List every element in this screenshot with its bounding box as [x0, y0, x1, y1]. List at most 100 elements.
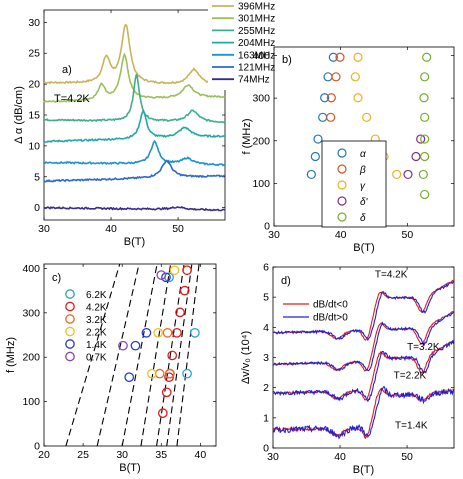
panel-b-point-α	[323, 72, 333, 82]
panel-b-legend-label: δ	[360, 213, 366, 224]
panel-b-legend-label: δ'	[360, 197, 369, 208]
panel-b-point-δ	[420, 72, 430, 82]
panel-a-series-121MHz	[43, 160, 226, 183]
panel-c-xlabel: B(T)	[119, 462, 140, 474]
panel-b-point-δ	[422, 52, 432, 62]
panel-b-legend-marker	[337, 212, 347, 222]
panel-a-series-204MHz	[43, 109, 226, 143]
panel-a-legend-box	[208, 0, 285, 90]
panel-a-legend-label: 396MHz	[238, 2, 275, 13]
panel-c-legend-label: 1.4K	[86, 340, 107, 351]
panel-c-guide-line	[156, 264, 185, 446]
panel-a-ytick-label: 5	[34, 171, 40, 183]
panel-c-point-4.2K	[167, 350, 178, 361]
panel-c-legend-marker	[65, 301, 75, 312]
panel-d-xtick-label: 30	[267, 451, 279, 463]
panel-c-xtick-label: 20	[38, 449, 50, 461]
panel-d-plot: 30 40 50 0 1 2 3 4 5 6 B(T) Δv/v₀ (10⁴) T=4.2K T=3.2K…	[240, 262, 455, 476]
panel-c-point-4.2K	[179, 285, 190, 296]
panel-b-point-δ	[420, 134, 430, 144]
panel-b-point-γ	[362, 112, 372, 122]
panel-d-xtick-label: 40	[334, 451, 346, 463]
panel-c-point-2.2K	[169, 265, 180, 276]
panel-d-trace-dB/dt>0	[273, 281, 454, 342]
panel-d-trace-dB/dt>0	[273, 385, 454, 440]
panel-b-ytick-label: 400	[252, 50, 270, 62]
panel-c-point-4.2K	[161, 387, 172, 398]
panel-c-guide-line	[121, 264, 158, 446]
panel-c-xtick-label: 25	[77, 449, 89, 461]
panel-b-point-β	[326, 112, 336, 122]
panel-a-series-255MHz	[43, 74, 226, 124]
panel-b-legend-box	[321, 140, 387, 228]
panel-a-ytick-label: 25	[28, 48, 40, 60]
panel-a-xlabel: B(T)	[124, 236, 145, 248]
panel-b-point-β	[326, 93, 336, 103]
panel-b-ytick-label: 0	[264, 221, 270, 233]
panel-b-point-δ'	[403, 169, 413, 180]
panel-d-ytick-label: 6	[263, 262, 269, 274]
panel-a-ytick-label: 10	[28, 140, 40, 152]
panel-c-point-6.2K	[190, 327, 200, 338]
panel-c-label: c)	[52, 272, 61, 284]
panel-c-point-1.4K	[124, 372, 135, 383]
panel-a-legend-label: 301MHz	[238, 14, 275, 25]
panel-a-ylabel: Δ α (dB/cm)	[13, 86, 25, 144]
panel-a-ytick-label: 30	[28, 17, 40, 29]
panel-d-legend-label: dB/dt>0	[313, 313, 348, 324]
panel-d-temp-label: T=3.2K	[407, 342, 440, 353]
panel-d-temp-label: T=4.2K	[375, 270, 408, 281]
panel-b-legend-label: γ	[360, 181, 366, 192]
panel-b-point-γ	[392, 169, 402, 180]
panel-c-xtick-label: 35	[155, 449, 167, 461]
panel-d-ytick-label: 0	[263, 443, 269, 455]
panel-c-legend-label: 3.2K	[86, 315, 107, 326]
panel-a-series-74MHz	[43, 205, 226, 212]
panel-b-legend-label: α	[360, 149, 366, 160]
panel-d-temp-label: T=2.2K	[394, 371, 427, 382]
panel-b-point-α	[320, 93, 330, 103]
panel-c-point-0.7K	[156, 270, 167, 280]
panel-b-point-α	[318, 112, 328, 122]
panel-a-ytick-label: 15	[28, 110, 40, 122]
panel-b-point-α	[328, 52, 338, 62]
panel-a-label: a)	[62, 64, 72, 76]
panel-b-point-δ	[420, 112, 430, 122]
panel-b-point-β	[335, 52, 345, 62]
panel-c-point-1.4K	[161, 272, 171, 283]
panel-b-point-α	[313, 134, 323, 144]
panel-d-ytick-label: 2	[263, 382, 269, 394]
panel-b-legend-marker	[337, 164, 347, 174]
panel-c-legend-marker	[65, 351, 75, 362]
panel-d-ytick-label: 1	[263, 412, 269, 424]
panel-c-guide-line	[166, 264, 193, 446]
panel-b-plot: 30 40 50 0 100 200 300 400 B(T) f (MHz) αβγ δ' δ b)	[241, 46, 455, 254]
panel-c-guide-line	[96, 264, 140, 446]
panel-c-axes-frame	[43, 263, 217, 447]
panel-b-point-δ	[419, 93, 429, 103]
panel-c-point-1.4K	[141, 327, 152, 338]
panel-c-ylabel: f (MHz)	[5, 337, 17, 373]
panel-b-xtick-label: 30	[268, 229, 280, 241]
panel-c-point-3.2K	[154, 368, 165, 379]
panel-b-ytick-label: 100	[252, 178, 270, 190]
panel-d-ytick-label: 4	[263, 322, 269, 334]
panel-b-point-δ	[418, 169, 428, 180]
panel-c-point-4.2K	[164, 372, 174, 383]
panel-d-temp-label: T=1.4K	[395, 420, 428, 431]
panel-c-point-3.2K	[165, 368, 175, 379]
panel-c-legend-marker	[65, 339, 75, 349]
panel-d-trace-dB/dt>0	[273, 311, 454, 372]
panel-b-point-δ'	[411, 151, 421, 162]
panel-d-ytick-label: 3	[263, 352, 269, 364]
panel-c-point-4.2K	[182, 265, 192, 276]
panel-c-legend-label: 6.2K	[86, 290, 107, 301]
panel-b-point-γ	[350, 72, 360, 82]
panel-c-guide-line	[65, 264, 121, 446]
panel-b-label: b)	[282, 54, 292, 66]
panel-a-legend-label: 255MHz	[238, 26, 275, 37]
panel-d-xlabel: B(T)	[353, 464, 374, 476]
panel-b-legend-marker	[337, 180, 347, 190]
